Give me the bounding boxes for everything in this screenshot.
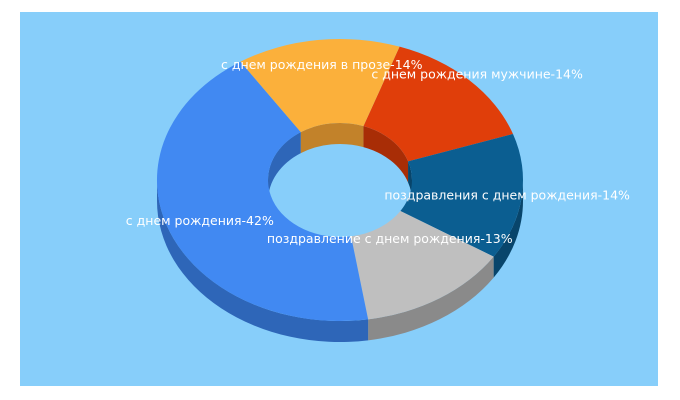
slice-side-2 [368,256,494,341]
chart-panel: с днем рождения мужчине-14% поздравления … [20,12,658,386]
donut-chart: с днем рождения мужчине-14% поздравления … [126,38,630,343]
donut-labels: с днем рождения мужчине-14% поздравления … [126,57,630,246]
slice-2 [351,210,494,320]
slice-side-3 [156,180,369,343]
slice-label-4: с днем рождения в прозе-14% [221,57,423,72]
slice-label-3: с днем рождения-42% [126,213,274,228]
slice-3 [156,61,369,322]
slice-label-2: поздравление с днем рождения-13% [267,231,513,246]
slice-inner-wall-4-0 [300,123,364,154]
slice-label-1: поздравления с днем рождения-14% [384,188,630,203]
slice-side-1 [493,180,523,278]
slice-label-0: с днем рождения мужчине-14% [371,66,583,81]
slice-1 [400,134,524,257]
slice-4 [240,38,400,133]
donut-top [156,38,524,322]
slice-0 [363,46,513,162]
slice-inner-wall-0-0 [363,126,409,183]
slice-inner-wall-3-0 [268,132,301,201]
donut-depth [156,123,523,343]
